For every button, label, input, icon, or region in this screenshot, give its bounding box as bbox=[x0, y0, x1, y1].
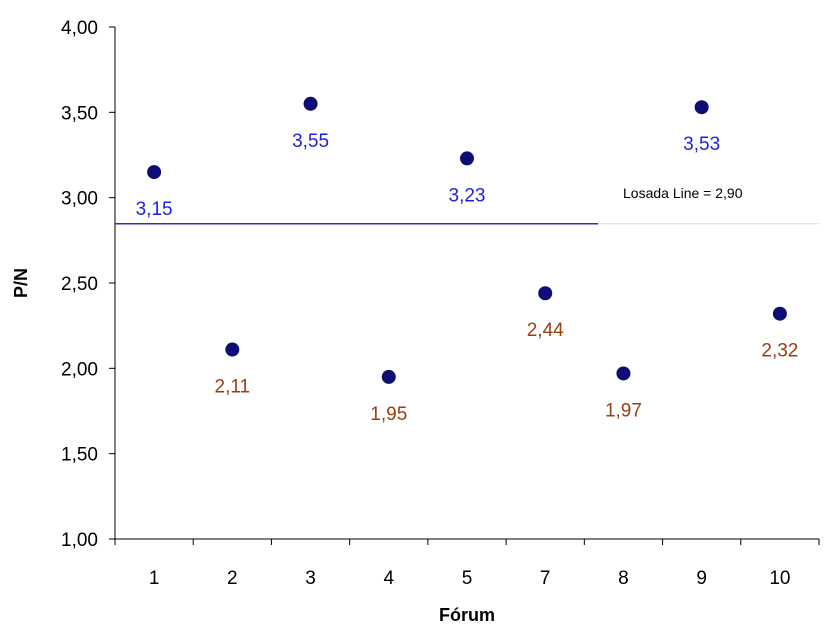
y-axis-title: P/N bbox=[11, 268, 31, 298]
y-ticks: 1,00 1,50 2,00 2,50 3,00 3,50 4,00 bbox=[61, 18, 115, 551]
data-label: 3,53 bbox=[683, 134, 720, 155]
y-tick-label: 4,00 bbox=[61, 18, 98, 39]
x-tick-label: 4 bbox=[383, 568, 394, 589]
data-label: 1,97 bbox=[605, 400, 642, 421]
data-point bbox=[616, 366, 631, 381]
data-labels: 3,15 2,11 3,55 1,95 3,23 2,44 1,97 3,53 2,32 bbox=[136, 131, 799, 425]
data-point bbox=[694, 100, 709, 115]
x-tick-label: 2 bbox=[227, 568, 238, 589]
y-tick-label: 3,50 bbox=[61, 103, 98, 124]
losada-line-label: Losada Line = 2,90 bbox=[623, 185, 743, 201]
x-tick-label: 8 bbox=[618, 568, 629, 589]
data-point bbox=[460, 151, 474, 166]
x-tick-label: 10 bbox=[769, 568, 790, 589]
data-label: 1,95 bbox=[370, 404, 407, 425]
data-label: 2,11 bbox=[215, 377, 251, 398]
y-tick-label: 1,00 bbox=[61, 530, 98, 551]
y-tick-label: 2,50 bbox=[61, 274, 98, 295]
x-tick-label: 1 bbox=[149, 568, 160, 589]
y-tick-label: 2,00 bbox=[61, 359, 98, 380]
data-point bbox=[147, 165, 162, 180]
x-tick-label: 9 bbox=[696, 568, 707, 589]
data-point bbox=[772, 306, 787, 321]
x-tick-label: 5 bbox=[462, 568, 473, 589]
data-label: 3,55 bbox=[292, 131, 329, 152]
chart-axes bbox=[114, 27, 819, 540]
y-tick-label: 1,50 bbox=[61, 445, 98, 466]
data-points bbox=[147, 96, 787, 384]
data-label: 3,15 bbox=[136, 199, 173, 220]
data-point bbox=[538, 286, 553, 301]
data-label: 2,44 bbox=[527, 320, 564, 341]
x-ticks: 1 2 3 4 5 7 8 9 10 bbox=[114, 539, 820, 589]
losada-line-group: Losada Line = 2,90 bbox=[115, 185, 819, 225]
data-label: 2,32 bbox=[761, 341, 798, 362]
x-tick-label: 3 bbox=[305, 568, 316, 589]
x-axis-title: Fórum bbox=[439, 605, 495, 625]
data-label: 3,23 bbox=[449, 185, 486, 206]
y-tick-label: 3,00 bbox=[61, 189, 98, 210]
data-point bbox=[225, 342, 240, 357]
data-point bbox=[303, 96, 318, 111]
x-tick-label: 7 bbox=[540, 568, 551, 589]
data-point bbox=[381, 369, 396, 384]
